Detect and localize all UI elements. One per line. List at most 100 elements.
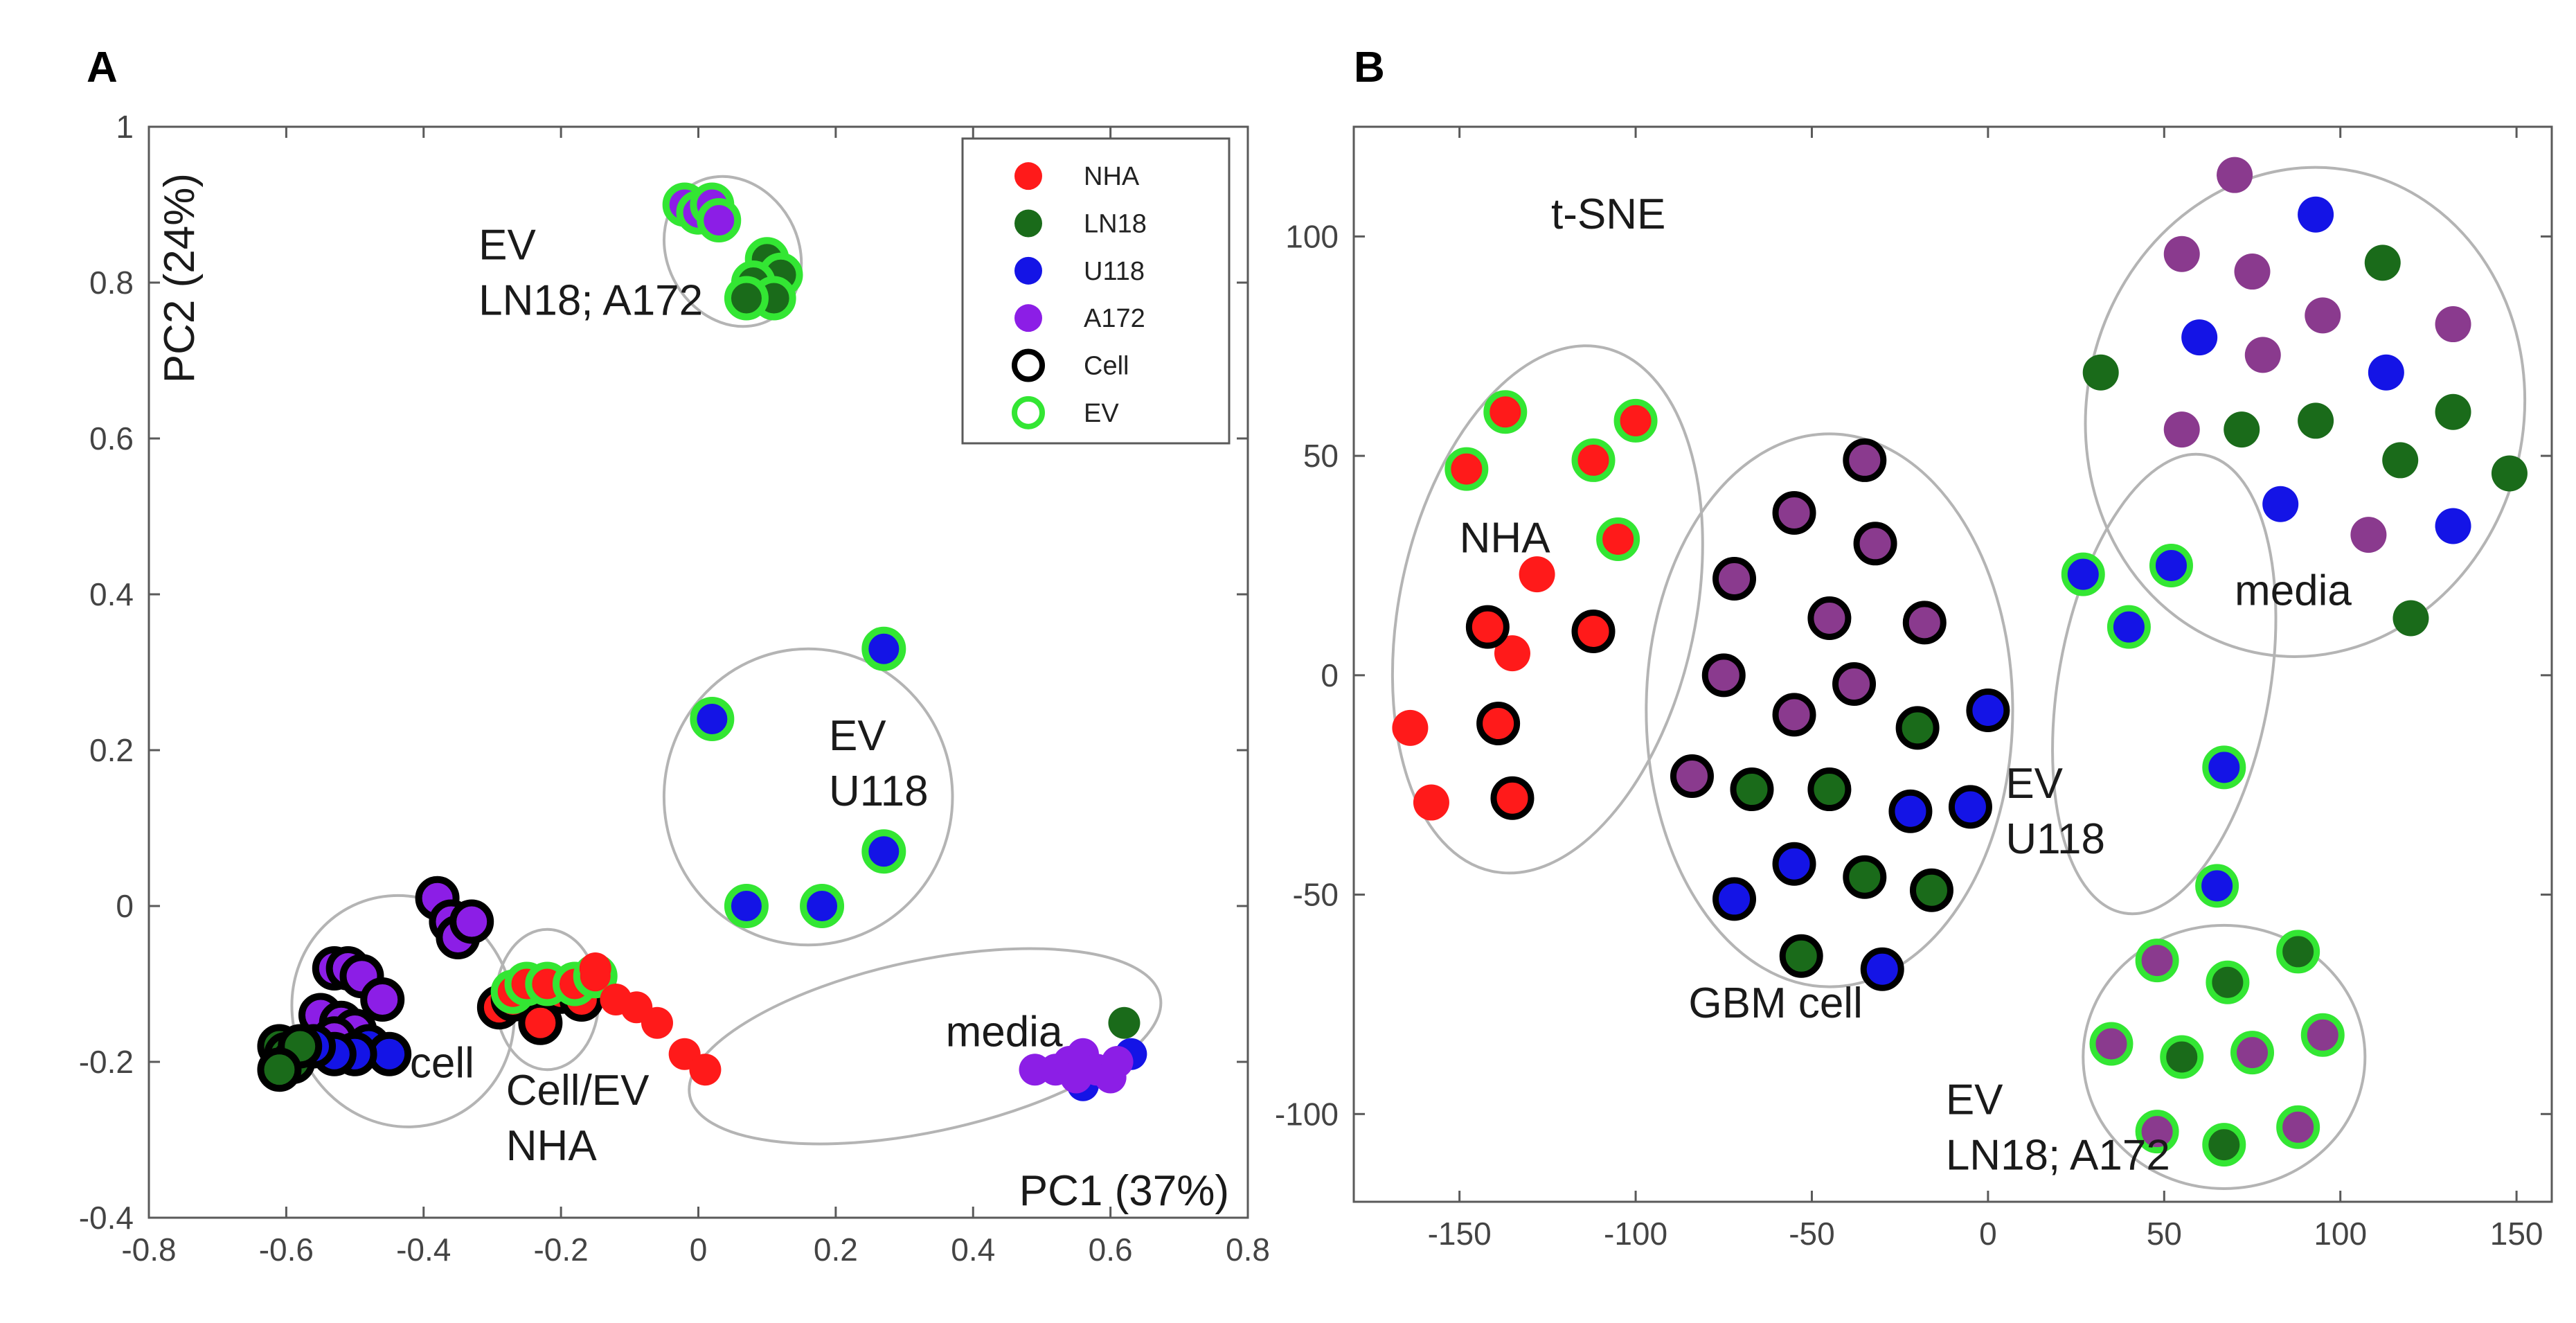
- y-tick-label: -50: [1293, 877, 1339, 913]
- data-point: [2364, 245, 2401, 281]
- legend-marker: [1012, 396, 1045, 429]
- x-tick-label: 0: [1979, 1216, 1997, 1252]
- legend-label: A172: [1084, 304, 1145, 333]
- data-point: [1613, 398, 1658, 443]
- y-tick-label: -0.4: [79, 1200, 134, 1236]
- legend-label: NHA: [1084, 162, 1140, 191]
- x-tick-label: 150: [2490, 1216, 2543, 1252]
- y-tick-label: 100: [1285, 218, 1339, 254]
- data-point: [1476, 702, 1521, 746]
- data-point: [1779, 934, 1823, 978]
- plot-area-frame: [1352, 125, 2553, 1203]
- cluster-annotation: media: [946, 1009, 1063, 1056]
- cluster-annotation: EV: [829, 712, 886, 760]
- data-point: [2234, 254, 2271, 290]
- data-point: [1712, 556, 1757, 601]
- data-point: [1392, 709, 1429, 746]
- cluster-annotation: NHA: [506, 1122, 598, 1170]
- data-point: [724, 276, 769, 321]
- y-tick-label: 0.4: [89, 576, 134, 612]
- data-point: [800, 884, 845, 928]
- panel-label: B: [1354, 44, 1385, 91]
- data-point: [2276, 930, 2320, 974]
- data-point: [2135, 939, 2179, 983]
- data-point: [1843, 855, 1887, 899]
- data-point: [2435, 508, 2471, 544]
- legend-marker: [1014, 162, 1042, 190]
- data-point: [2435, 393, 2471, 430]
- panel-label: A: [87, 44, 118, 91]
- data-point: [1948, 785, 1992, 829]
- data-point: [2224, 411, 2260, 448]
- legend-marker: [1014, 256, 1042, 285]
- data-point: [2298, 196, 2334, 233]
- data-point: [2350, 517, 2387, 553]
- data-point: [641, 1006, 673, 1039]
- data-point: [257, 1047, 302, 1092]
- cluster-annotation: NHA: [1460, 514, 1551, 562]
- data-point: [861, 829, 906, 874]
- data-point: [1843, 438, 1887, 482]
- data-point: [2206, 960, 2250, 1004]
- data-point: [360, 977, 405, 1022]
- legend-label: Cell: [1084, 352, 1129, 381]
- data-point: [1494, 635, 1530, 672]
- data-point: [2244, 337, 2281, 373]
- data-point: [1519, 556, 1555, 593]
- cluster-annotation: GBM cell: [1688, 979, 1862, 1027]
- cluster-annotation: LN18; A172: [1946, 1131, 2170, 1179]
- x-tick-label: 0.8: [1226, 1232, 1270, 1268]
- legend-marker: [1014, 209, 1042, 238]
- x-axis-label: PC1 (37%): [1019, 1167, 1229, 1215]
- legend-label: U118: [1084, 257, 1145, 286]
- data-point: [1772, 842, 1816, 886]
- data-point: [1413, 784, 1449, 821]
- data-point: [1465, 605, 1510, 649]
- data-point: [1909, 868, 1953, 912]
- data-point: [1730, 767, 1774, 812]
- legend-marker: [1014, 304, 1042, 332]
- data-point: [1596, 517, 1640, 561]
- x-tick-label: 0: [690, 1232, 708, 1268]
- legend-frame: [961, 137, 1231, 445]
- data-point: [1772, 490, 1816, 535]
- data-point: [2202, 1123, 2246, 1167]
- data-point: [1712, 877, 1757, 921]
- legend-marker: [1012, 348, 1045, 382]
- data-point: [2135, 1110, 2179, 1154]
- data-point: [1853, 522, 1897, 566]
- cluster-annotation: U118: [829, 767, 929, 815]
- data-point: [2163, 236, 2200, 272]
- data-point: [2276, 1105, 2320, 1149]
- cluster-ellipse: [1645, 432, 2014, 988]
- x-tick-label: -0.8: [121, 1232, 176, 1268]
- y-tick-label: 0.6: [89, 420, 134, 456]
- x-tick-label: 0.6: [1089, 1232, 1133, 1268]
- data-point: [2163, 411, 2200, 448]
- y-tick-label: 0: [1321, 657, 1339, 693]
- data-point: [1888, 789, 1933, 833]
- data-point: [1444, 447, 1489, 491]
- data-point: [1832, 662, 1877, 707]
- cluster-ellipse: [1390, 344, 1704, 875]
- cluster-ellipse: [2051, 452, 2278, 916]
- data-point: [2107, 605, 2151, 649]
- data-point: [2082, 354, 2119, 391]
- data-point: [2305, 297, 2341, 334]
- data-point: [1772, 693, 1816, 737]
- data-point: [690, 697, 735, 741]
- data-point: [2195, 864, 2239, 908]
- data-point: [2300, 1013, 2345, 1057]
- data-point: [2230, 1031, 2274, 1075]
- y-tick-label: 0: [116, 888, 134, 924]
- y-tick-label: 0.8: [89, 265, 134, 301]
- data-point: [449, 899, 494, 944]
- data-point: [2382, 442, 2419, 479]
- y-tick-label: 1: [116, 109, 134, 145]
- data-point: [2160, 1035, 2204, 1079]
- x-tick-label: -0.6: [259, 1232, 314, 1268]
- data-point: [1807, 596, 1852, 640]
- x-tick-label: 100: [2314, 1216, 2367, 1252]
- data-point: [2262, 486, 2299, 522]
